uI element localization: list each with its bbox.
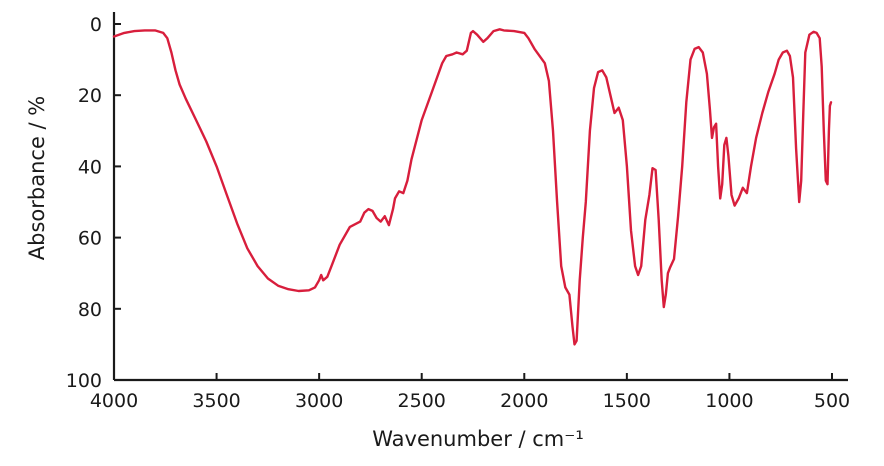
series-line [112,28,833,346]
x-tick-label: 1500 [603,390,651,412]
y-tick-label: 80 [78,299,102,321]
x-axis-title: Wavenumber / cm⁻¹ [372,427,584,451]
x-tick-label: 500 [814,390,850,412]
y-tick-label: 60 [78,228,102,250]
x-tick-label: 2000 [500,390,548,412]
y-tick-label: 20 [78,85,102,107]
y-axis-ticks: 0 20 40 60 80 100 [66,14,121,392]
y-tick-label: 100 [66,370,102,392]
y-axis-title: Absorbance / % [25,96,49,260]
x-tick-label: 3000 [295,390,343,412]
x-tick-label: 4000 [90,390,138,412]
y-tick-label: 0 [90,14,102,36]
plot-area: 4000 3500 3000 2500 2000 1500 1000 500 0 20 40 60 8… [66,12,850,412]
x-axis-ticks: 4000 3500 3000 2500 2000 1500 1000 500 [90,373,850,412]
x-tick-label: 1000 [705,390,753,412]
y-tick-label: 40 [78,156,102,178]
series-group [112,28,833,346]
x-tick-label: 3500 [192,390,240,412]
x-tick-label: 2500 [398,390,446,412]
